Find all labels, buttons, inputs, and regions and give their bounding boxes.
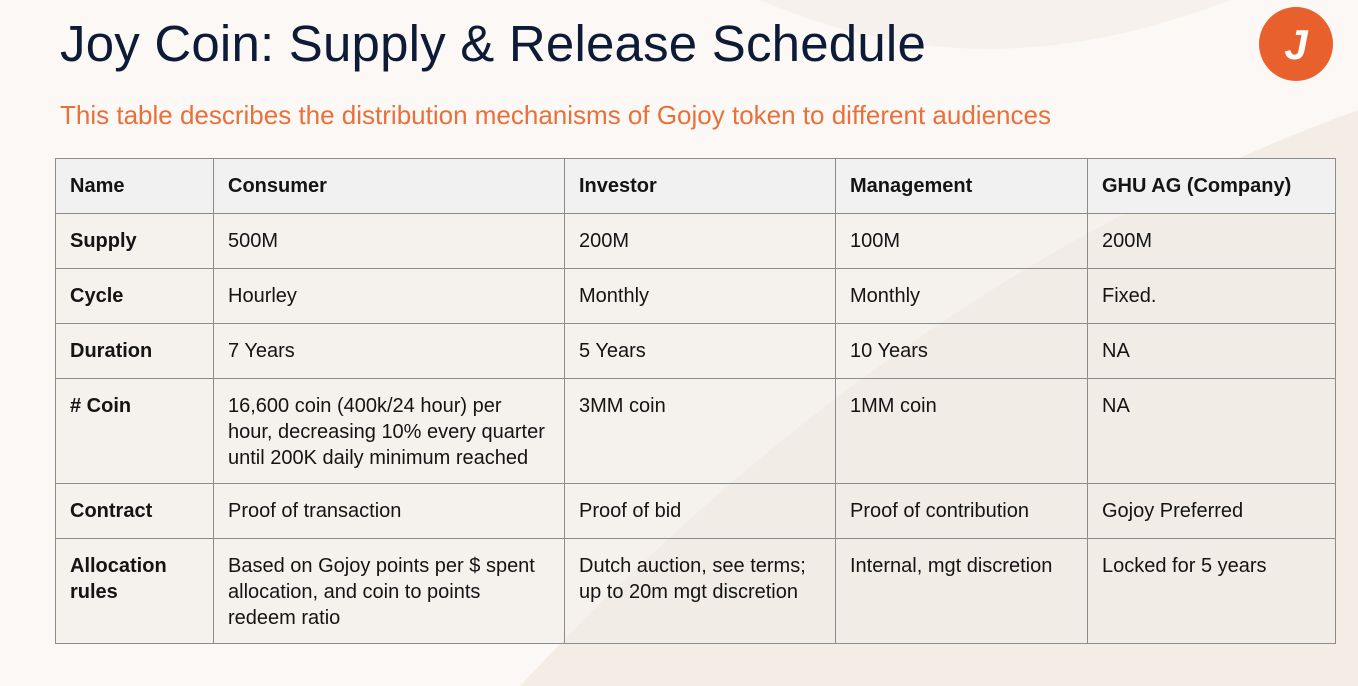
table-cell: 5 Years: [564, 323, 836, 379]
table-cell: Proof of bid: [564, 483, 836, 539]
table-cell: 200M: [564, 213, 836, 269]
table-cell: Fixed.: [1087, 268, 1336, 324]
table-row-allocation-rules: Allocation rules Based on Gojoy points p…: [55, 538, 1336, 644]
table-cell: Based on Gojoy points per $ spent alloca…: [213, 538, 565, 644]
table-cell: Proof of transaction: [213, 483, 565, 539]
table-cell: 200M: [1087, 213, 1336, 269]
table-cell: NA: [1087, 378, 1336, 484]
table-cell: 100M: [835, 213, 1088, 269]
table-row-supply: Supply 500M 200M 100M 200M: [55, 213, 1336, 269]
table-cell: NA: [1087, 323, 1336, 379]
table-cell: Monthly: [564, 268, 836, 324]
table-cell: Gojoy Preferred: [1087, 483, 1336, 539]
column-header-investor: Investor: [564, 158, 836, 214]
table-cell: Internal, mgt discretion: [835, 538, 1088, 644]
row-label: # Coin: [55, 378, 214, 484]
table-cell: 3MM coin: [564, 378, 836, 484]
page-subtitle: This table describes the distribution me…: [60, 100, 1051, 130]
table-cell: Locked for 5 years: [1087, 538, 1336, 644]
column-header-consumer: Consumer: [213, 158, 565, 214]
supply-schedule-table: Name Consumer Investor Management GHU AG…: [55, 158, 1336, 644]
table-row-coin: # Coin 16,600 coin (400k/24 hour) per ho…: [55, 378, 1336, 484]
row-label: Cycle: [55, 268, 214, 324]
logo-letter: J: [1284, 21, 1309, 68]
page-title: Joy Coin: Supply & Release Schedule: [60, 15, 927, 72]
row-label: Supply: [55, 213, 214, 269]
table-cell: 10 Years: [835, 323, 1088, 379]
table-row-contract: Contract Proof of transaction Proof of b…: [55, 483, 1336, 539]
table-header-row: Name Consumer Investor Management GHU AG…: [55, 158, 1336, 214]
row-label: Duration: [55, 323, 214, 379]
table-cell: 16,600 coin (400k/24 hour) per hour, dec…: [213, 378, 565, 484]
table-cell: 500M: [213, 213, 565, 269]
gojoy-logo: J: [1259, 7, 1333, 81]
table-cell: Dutch auction, see terms; up to 20m mgt …: [564, 538, 836, 644]
column-header-management: Management: [835, 158, 1088, 214]
column-header-name: Name: [55, 158, 214, 214]
row-label: Allocation rules: [55, 538, 214, 644]
column-header-company: GHU AG (Company): [1087, 158, 1336, 214]
row-label: Contract: [55, 483, 214, 539]
table-cell: 7 Years: [213, 323, 565, 379]
table-cell: 1MM coin: [835, 378, 1088, 484]
table-cell: Hourley: [213, 268, 565, 324]
table-row-duration: Duration 7 Years 5 Years 10 Years NA: [55, 323, 1336, 379]
table-cell: Monthly: [835, 268, 1088, 324]
table-row-cycle: Cycle Hourley Monthly Monthly Fixed.: [55, 268, 1336, 324]
table-cell: Proof of contribution: [835, 483, 1088, 539]
